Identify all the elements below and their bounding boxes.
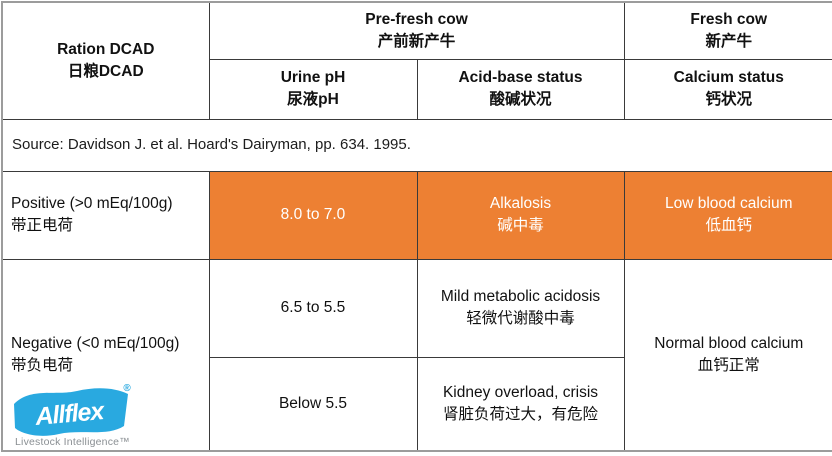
header-calcium-status-en: Calcium status xyxy=(673,69,784,86)
header-pre-fresh-cow: Pre-fresh cow 产前新产牛 xyxy=(208,1,625,60)
header-ration-dcad-zh: 日粮DCAD xyxy=(67,62,144,80)
cell-positive-acid-base: Alkalosis 碱中毒 xyxy=(416,170,625,260)
negative-calcium-zh: 血钙正常 xyxy=(697,356,760,374)
negative-acid-base-2-zh: 肾脏负荷过大，有危险 xyxy=(443,405,599,423)
cell-negative-urine-ph-2: Below 5.5 xyxy=(208,356,418,452)
source-note: Source: Davidson J. et al. Hoard's Dairy… xyxy=(1,118,832,172)
positive-label-zh: 带正电荷 xyxy=(11,217,74,234)
negative-calcium-en: Normal blood calcium xyxy=(654,334,804,352)
cell-negative-acid-base-1: Mild metabolic acidosis 轻微代谢酸中毒 xyxy=(416,258,625,358)
cell-positive-label: Positive (>0 mEq/100g) 带正电荷 xyxy=(1,170,210,260)
cell-negative-acid-base-2: Kidney overload, crisis 肾脏负荷过大，有危险 xyxy=(416,356,625,452)
allflex-tagline: Livestock Intelligence™ xyxy=(15,436,130,448)
negative-label: Negative (<0 mEq/100g) 带负电荷 xyxy=(11,333,201,377)
cell-positive-urine-ph: 8.0 to 7.0 xyxy=(208,170,418,260)
header-ration-dcad-en: Ration DCAD xyxy=(57,40,155,58)
negative-acid-base-2-en: Kidney overload, crisis xyxy=(442,383,599,401)
header-calcium-status-zh: 钙状况 xyxy=(705,91,753,108)
negative-label-en: Negative (<0 mEq/100g) xyxy=(11,334,180,352)
allflex-brand-text: Allflex xyxy=(33,397,106,431)
header-fresh-cow-en: Fresh cow xyxy=(690,10,768,28)
allflex-logo-svg: Allflex ® Livestock Intelligence™ xyxy=(14,383,131,448)
allflex-logo: Allflex ® Livestock Intelligence™ xyxy=(11,381,135,449)
header-urine-ph: Urine pH 尿液pH xyxy=(208,58,418,120)
header-acid-base-status-zh: 酸碱状况 xyxy=(489,91,552,108)
header-acid-base-status: Acid-base status 酸碱状况 xyxy=(416,58,625,120)
cell-negative-urine-ph-1: 6.5 to 5.5 xyxy=(208,258,418,358)
allflex-flag-shape xyxy=(14,388,128,436)
negative-acid-base-1-en: Mild metabolic acidosis xyxy=(440,288,601,305)
positive-acid-base-zh: 碱中毒 xyxy=(497,217,544,234)
cell-negative-calcium: Normal blood calcium 血钙正常 xyxy=(623,258,832,452)
positive-acid-base-en: Alkalosis xyxy=(489,195,552,212)
header-fresh-cow-zh: 新产牛 xyxy=(705,32,753,50)
header-urine-ph-zh: 尿液pH xyxy=(287,91,339,108)
header-urine-ph-en: Urine pH xyxy=(280,69,346,86)
positive-label-en: Positive (>0 mEq/100g) xyxy=(11,195,173,212)
header-calcium-status: Calcium status 钙状况 xyxy=(623,58,832,120)
negative-acid-base-1-zh: 轻微代谢酸中毒 xyxy=(466,310,575,327)
header-ration-dcad: Ration DCAD 日粮DCAD xyxy=(1,1,210,120)
positive-calcium-en: Low blood calcium xyxy=(665,195,793,212)
cell-negative-label: Negative (<0 mEq/100g) 带负电荷 Allflex ® Li… xyxy=(1,258,210,452)
cell-positive-calcium: Low blood calcium 低血钙 xyxy=(623,170,832,260)
header-pre-fresh-cow-zh: 产前新产牛 xyxy=(377,32,456,50)
header-fresh-cow: Fresh cow 新产牛 xyxy=(623,1,832,60)
header-pre-fresh-cow-en: Pre-fresh cow xyxy=(365,10,468,28)
header-acid-base-status-en: Acid-base status xyxy=(458,69,583,86)
registered-trademark-icon: ® xyxy=(123,383,131,394)
positive-calcium-zh: 低血钙 xyxy=(705,217,753,234)
negative-label-zh: 带负电荷 xyxy=(11,356,74,374)
